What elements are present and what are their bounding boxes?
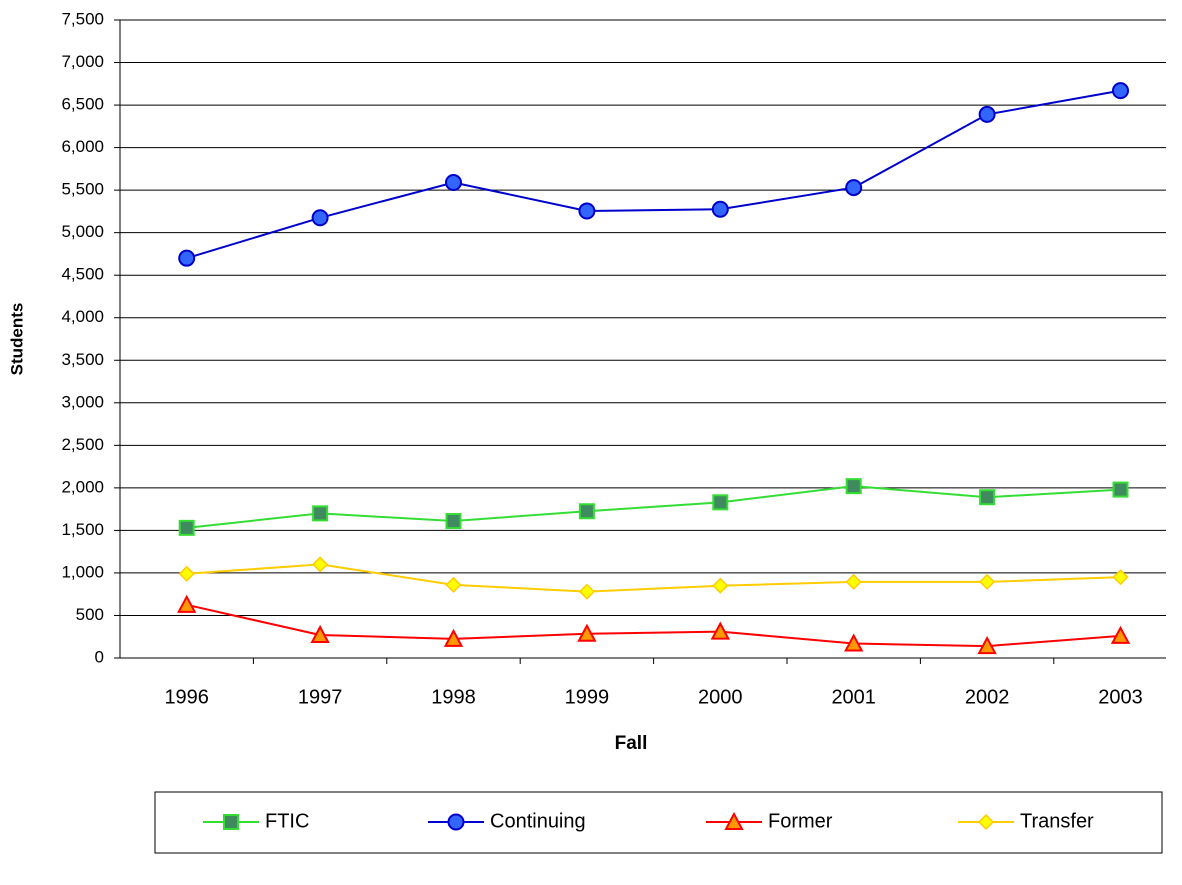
data-point [178, 519, 195, 536]
y-tick-label: 7,500 [61, 9, 104, 28]
x-tick-label: 1997 [298, 686, 343, 708]
legend-label: FTIC [265, 810, 309, 832]
y-tick-label: 1,500 [61, 520, 104, 539]
x-tick-label: 2002 [965, 686, 1010, 708]
x-tick-label: 2003 [1098, 686, 1143, 708]
data-point [312, 505, 329, 522]
data-point [845, 573, 862, 590]
legend-label: Transfer [1020, 810, 1094, 832]
x-tick-label: 2000 [698, 686, 743, 708]
data-point [178, 249, 196, 267]
y-tick-label: 4,000 [61, 307, 104, 326]
y-tick-label: 3,500 [61, 350, 104, 369]
y-tick-label: 1,000 [61, 562, 104, 581]
series-line [186, 485, 1121, 529]
data-point [177, 594, 197, 613]
data-point [710, 621, 730, 640]
data-point [977, 635, 997, 655]
x-tick-label: 1998 [431, 686, 476, 708]
legend-label: Former [768, 810, 833, 832]
data-point [178, 565, 195, 582]
data-point [312, 556, 329, 573]
data-point [1110, 625, 1131, 644]
data-point [578, 202, 596, 220]
data-point [845, 478, 862, 495]
y-tick-label: 5,000 [61, 222, 104, 241]
x-tick-label: 1999 [565, 686, 610, 708]
data-point [443, 628, 464, 647]
legend-label: Continuing [490, 810, 586, 832]
data-point [577, 623, 597, 642]
y-tick-label: 4,500 [61, 265, 104, 284]
y-tick-label: 5,500 [61, 180, 104, 199]
data-point [1112, 569, 1129, 586]
x-tick-label: 1996 [164, 686, 209, 708]
data-point [1112, 481, 1129, 498]
legend-marker [977, 813, 995, 831]
y-tick-label: 2,500 [61, 435, 104, 454]
y-axis-title: Students [7, 303, 26, 376]
x-axis-title: Fall [615, 733, 648, 754]
data-point [712, 494, 729, 511]
y-tick-label: 0 [95, 647, 104, 666]
data-point [578, 503, 595, 520]
data-point [712, 577, 729, 594]
data-point [311, 209, 329, 227]
data-point [979, 573, 996, 590]
data-point [578, 583, 595, 600]
series-line [186, 603, 1121, 648]
y-tick-label: 3,000 [61, 392, 104, 411]
y-tick-label: 7,000 [61, 52, 104, 71]
legend-box [154, 791, 1163, 854]
legend-marker [447, 813, 465, 831]
data-point [310, 624, 330, 644]
x-tick-label: 2001 [831, 686, 876, 708]
data-point [845, 179, 863, 197]
data-point [979, 489, 996, 506]
data-point [445, 173, 462, 191]
data-point [445, 576, 462, 593]
data-point [1112, 82, 1129, 100]
y-tick-label: 500 [76, 605, 104, 624]
data-point [978, 105, 996, 123]
legend-marker [223, 814, 239, 830]
legend-marker [724, 811, 744, 830]
y-tick-label: 6,500 [61, 95, 104, 114]
data-point [711, 200, 729, 218]
data-point [844, 633, 864, 652]
series-line [186, 563, 1121, 593]
data-point [445, 513, 462, 530]
series-line [186, 89, 1121, 260]
y-tick-label: 2,000 [61, 477, 104, 496]
y-tick-label: 6,000 [61, 137, 104, 156]
